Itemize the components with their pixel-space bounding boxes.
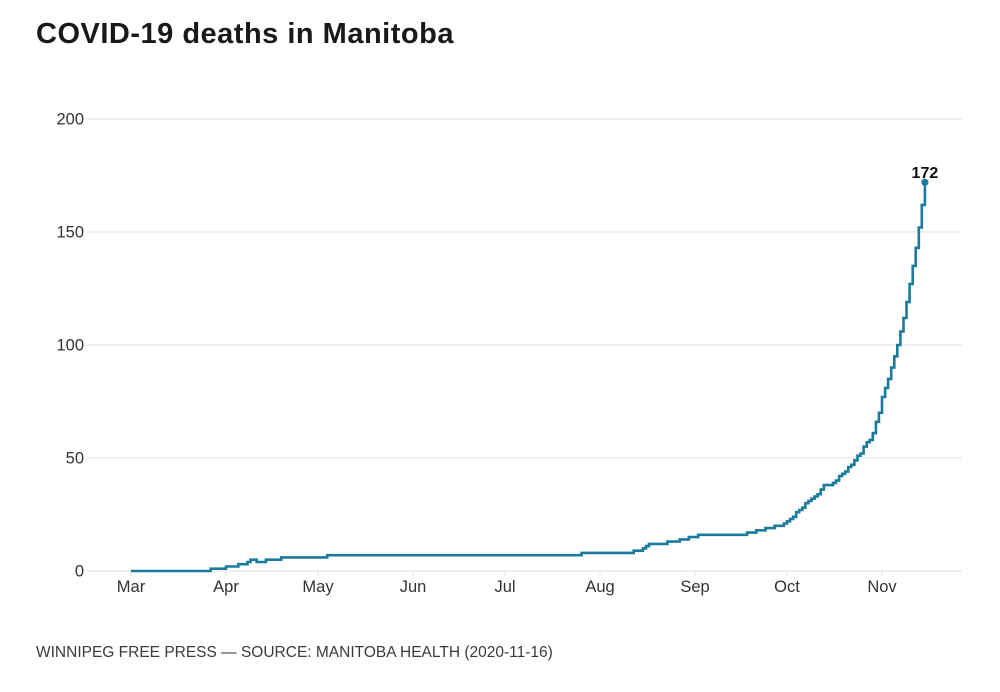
svg-text:Jun: Jun — [400, 578, 427, 596]
svg-text:WINNIPEG FREE PRESS — SOURCE:: WINNIPEG FREE PRESS — SOURCE: MANITOBA H… — [36, 644, 553, 661]
svg-text:Jul: Jul — [494, 578, 515, 596]
svg-text:172: 172 — [912, 165, 939, 182]
svg-text:Sep: Sep — [680, 578, 709, 596]
svg-text:200: 200 — [56, 111, 84, 129]
svg-text:0: 0 — [75, 563, 84, 581]
svg-text:50: 50 — [66, 450, 84, 468]
svg-text:Oct: Oct — [774, 578, 800, 596]
svg-text:150: 150 — [56, 224, 84, 242]
svg-text:Apr: Apr — [213, 578, 239, 596]
svg-text:Aug: Aug — [585, 578, 614, 596]
svg-text:COVID-19 deaths in Manitoba: COVID-19 deaths in Manitoba — [36, 18, 454, 50]
svg-text:100: 100 — [56, 337, 84, 355]
svg-text:Nov: Nov — [867, 578, 897, 596]
svg-text:Mar: Mar — [117, 578, 146, 596]
svg-text:May: May — [302, 578, 334, 596]
